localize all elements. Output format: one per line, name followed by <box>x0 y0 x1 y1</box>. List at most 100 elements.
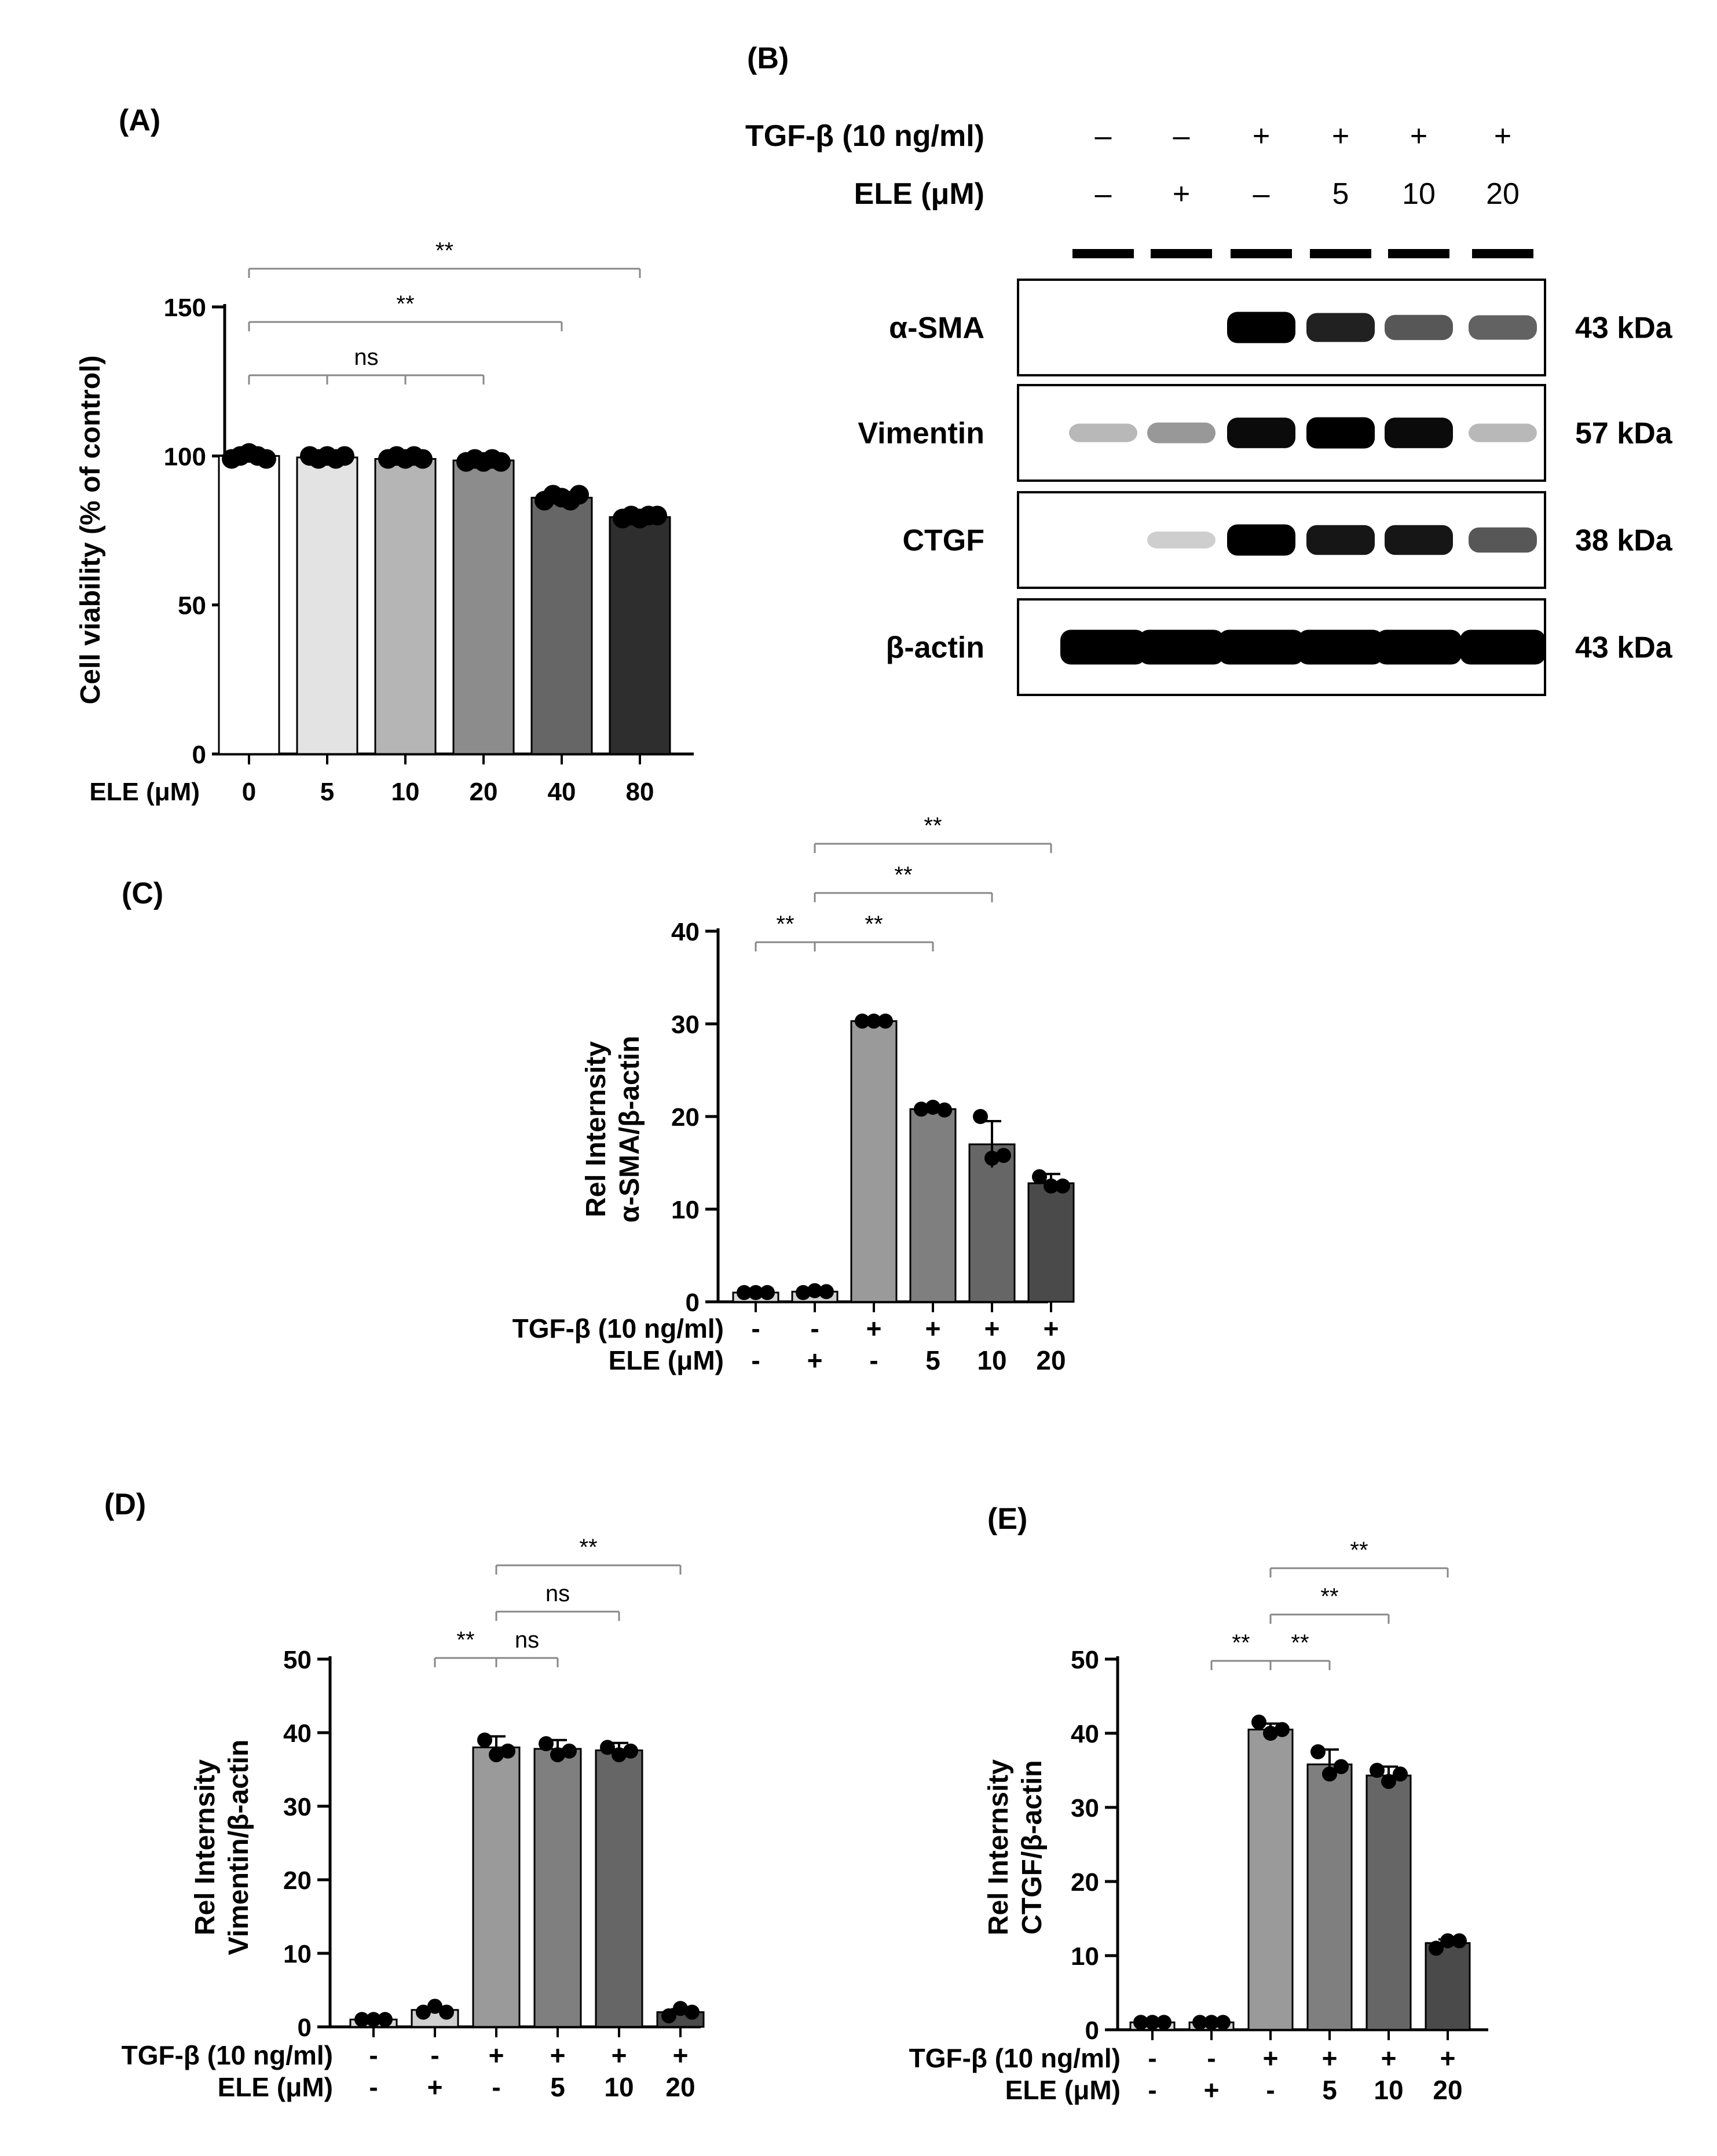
treatment-tgf-value: + <box>550 2040 566 2070</box>
data-point <box>366 2012 381 2027</box>
significance-label: ns <box>515 1627 539 1653</box>
x-tick-label: 20 <box>470 778 498 806</box>
significance-label: ** <box>435 238 453 263</box>
wb-protein-label: Vimentin <box>858 417 984 451</box>
y-tick-label: 10 <box>671 1196 700 1224</box>
treatment-tgf-value: + <box>925 1313 941 1344</box>
data-point <box>335 446 354 466</box>
wb-band <box>1306 417 1375 449</box>
bar <box>609 516 671 755</box>
panel-label-d: (D) <box>104 1488 146 1521</box>
wb-band <box>1060 629 1146 665</box>
treatment-label: TGF-β (10 ng/ml) <box>122 2040 333 2070</box>
data-point <box>1032 1169 1047 1184</box>
bar <box>296 456 358 755</box>
data-point <box>491 452 511 472</box>
y-axis-label: Vimentin/β-actin <box>224 1740 254 1955</box>
data-point <box>354 2012 369 2027</box>
y-tick-label: 0 <box>192 741 206 769</box>
data-point <box>796 1285 811 1300</box>
y-tick-label: 50 <box>178 592 206 620</box>
wb-band <box>1227 312 1295 343</box>
y-tick-label: 20 <box>1071 1868 1099 1897</box>
data-point <box>807 1283 822 1298</box>
y-tick-label: 150 <box>164 294 206 322</box>
data-point <box>1452 1933 1467 1949</box>
wb-band <box>1147 531 1216 549</box>
data-point <box>973 1109 988 1124</box>
wb-band <box>1376 629 1462 665</box>
significance-label: ** <box>1320 1584 1338 1609</box>
treatment-tgf-value: - <box>369 2040 378 2070</box>
treatment-ele-value: - <box>869 1345 878 1375</box>
y-tick-label: 30 <box>1071 1794 1099 1822</box>
treatment-ele-value: + <box>807 1345 823 1375</box>
y-tick-label: 30 <box>671 1011 700 1039</box>
wb-band <box>1385 314 1453 341</box>
bar <box>909 1108 957 1303</box>
treatment-tgf-value: - <box>1148 2043 1156 2073</box>
panel-label-c: (C) <box>122 877 163 910</box>
bar <box>452 459 515 755</box>
wb-tgf-value: + <box>1332 119 1349 153</box>
treatment-ele-value: 20 <box>1433 2075 1462 2105</box>
treatment-tgf-value: + <box>1044 1313 1059 1344</box>
y-tick-label: 40 <box>671 918 700 946</box>
data-point <box>647 506 667 526</box>
data-point <box>1440 1933 1455 1949</box>
data-point <box>378 2012 393 2027</box>
data-point <box>855 1013 870 1029</box>
treatment-ele-value: 10 <box>977 1345 1006 1375</box>
data-point <box>623 1743 638 1759</box>
wb-tgf-value: – <box>1095 119 1112 153</box>
wb-band <box>1227 524 1295 556</box>
data-point <box>996 1148 1011 1163</box>
treatment-label: TGF-β (10 ng/ml) <box>909 2043 1121 2073</box>
treatment-ele-value: - <box>751 1345 760 1375</box>
data-point <box>1334 1759 1349 1774</box>
x-tick-label: 5 <box>320 778 334 806</box>
significance-label: ns <box>354 345 378 370</box>
wb-lane-marker <box>1231 249 1292 258</box>
wb-ele-value: + <box>1173 177 1190 211</box>
y-tick-label: 30 <box>283 1793 312 1821</box>
treatment-ele-value: 5 <box>1322 2075 1337 2105</box>
significance-label: ** <box>1350 1538 1368 1563</box>
wb-lane-marker <box>1072 249 1134 258</box>
treatment-ele-value: 10 <box>604 2072 634 2102</box>
data-point <box>984 1151 1000 1166</box>
y-tick-label: 0 <box>1085 2016 1099 2045</box>
wb-protein-label: α-SMA <box>889 312 984 345</box>
treatment-label: ELE (μM) <box>1005 2075 1121 2105</box>
wb-band <box>1138 629 1224 665</box>
y-tick-label: 10 <box>283 1940 312 1968</box>
wb-band <box>1298 629 1383 665</box>
treatment-label: ELE (μM) <box>609 1345 724 1375</box>
data-point <box>737 1285 752 1300</box>
data-point <box>600 1740 615 1755</box>
treatment-tgf-value: + <box>866 1313 882 1344</box>
wb-band <box>1218 629 1304 665</box>
data-point <box>612 1747 627 1763</box>
x-tick-label: 80 <box>626 778 654 806</box>
data-point <box>1044 1178 1059 1194</box>
data-point <box>257 449 276 469</box>
panel-label-e: (E) <box>987 1502 1027 1536</box>
data-point <box>1156 2015 1171 2030</box>
wb-band <box>1227 418 1295 448</box>
wb-band <box>1460 629 1546 665</box>
data-point <box>1393 1766 1408 1782</box>
data-point <box>1322 1766 1337 1782</box>
wb-lane-marker <box>1472 249 1533 258</box>
data-point <box>550 1747 565 1763</box>
y-tick-label: 50 <box>283 1646 312 1674</box>
significance-label: ** <box>456 1627 474 1653</box>
treatment-tgf-value: - <box>810 1313 819 1344</box>
y-tick-label: 20 <box>671 1103 700 1132</box>
wb-protein-label: CTGF <box>902 524 984 558</box>
bar <box>1027 1182 1075 1303</box>
significance-label: ** <box>579 1535 597 1560</box>
y-axis-label: CTGF/β-actin <box>1017 1760 1048 1934</box>
wb-ele-value: 10 <box>1402 177 1436 211</box>
